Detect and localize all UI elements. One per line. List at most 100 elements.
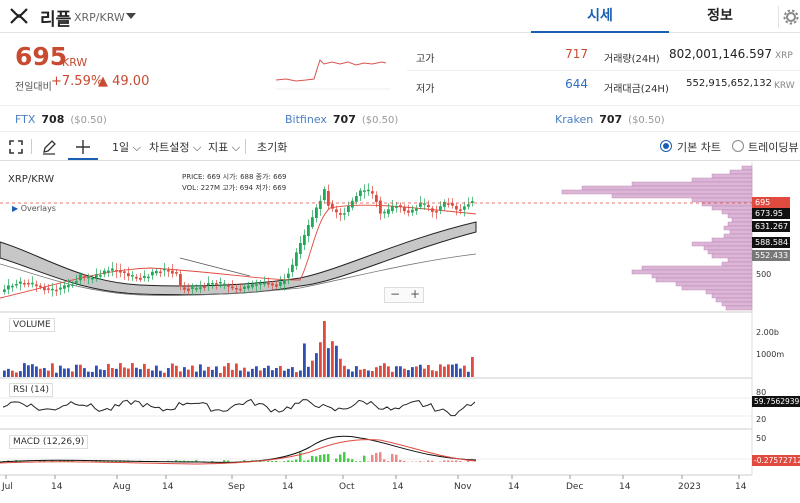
- volume-profile-bar: [730, 170, 752, 174]
- candle-body: [351, 201, 354, 208]
- tab-info[interactable]: 정보: [670, 0, 770, 33]
- candle-body: [367, 190, 370, 192]
- volume-bar: [287, 369, 290, 377]
- volume-bar: [319, 342, 322, 377]
- tradingview-label[interactable]: 트레이딩뷰: [748, 139, 799, 155]
- candle-body: [347, 206, 350, 212]
- zoom-out-button[interactable]: −: [390, 287, 400, 301]
- candle-body: [271, 283, 274, 285]
- macd-histogram-bar: [419, 461, 422, 462]
- macd-histogram-bar: [355, 461, 358, 462]
- volume-bar: [363, 369, 366, 377]
- volume-bar: [347, 369, 350, 377]
- candle-body: [107, 271, 110, 273]
- candle-body: [47, 288, 50, 290]
- volume-bar: [303, 343, 306, 377]
- macd-histogram-bar: [347, 458, 350, 462]
- change-label: 전일대비: [15, 78, 52, 93]
- interval-select[interactable]: 1일 ⌵: [112, 139, 141, 155]
- rsi-pane-label: RSI (14): [9, 383, 53, 397]
- candle-body: [239, 289, 242, 291]
- volume-profile-bar: [582, 186, 752, 190]
- time-axis-label: 14: [162, 482, 173, 492]
- tradingview-radio[interactable]: [732, 140, 744, 152]
- candle-body: [71, 284, 74, 286]
- time-axis-label: 14: [282, 482, 293, 492]
- volume-profile-bar: [712, 174, 752, 178]
- macd-histogram-bar: [271, 461, 274, 462]
- candle-body: [7, 285, 10, 289]
- macd-histogram-bar: [387, 461, 390, 462]
- volume-bar: [383, 363, 386, 377]
- basic-chart-radio[interactable]: [660, 140, 672, 152]
- volume-bar: [343, 366, 346, 377]
- volume-bar: [371, 371, 374, 377]
- overlays-toggle[interactable]: ▶ Overlays: [12, 204, 56, 213]
- candle-body: [299, 243, 302, 254]
- volume-bar: [247, 372, 250, 377]
- volume-bar: [395, 366, 398, 377]
- volume-bar: [331, 341, 334, 377]
- tab-quote[interactable]: 시세: [531, 0, 669, 33]
- chart-canvas[interactable]: [0, 162, 800, 499]
- candle-body: [279, 282, 282, 286]
- chart-settings-menu[interactable]: 차트설정 ⌵: [149, 139, 201, 155]
- candle-body: [323, 189, 326, 200]
- candle-body: [203, 286, 206, 288]
- price-chart[interactable]: XRP/KRW ▶ Overlays PRICE: 669 시가: 688 종가…: [0, 162, 800, 499]
- candle-body: [371, 191, 374, 193]
- zoom-in-button[interactable]: +: [410, 287, 420, 301]
- volume-bar: [375, 367, 378, 377]
- indicators-menu[interactable]: 지표 ⌵: [208, 139, 240, 155]
- volume-bar: [327, 348, 330, 377]
- volume-profile-bar: [612, 194, 752, 198]
- chevron-down-icon[interactable]: [126, 13, 136, 19]
- volume-bar: [411, 367, 414, 377]
- volume-bar: [187, 370, 190, 377]
- candle-body: [3, 289, 6, 292]
- reset-button[interactable]: 초기화: [257, 139, 287, 155]
- candle-body: [383, 212, 386, 214]
- candle-body: [275, 284, 278, 286]
- volume-bar: [31, 364, 34, 377]
- volume-bar: [11, 371, 14, 377]
- xrp-logo-icon: [9, 6, 29, 26]
- rsi-axis-label: 20: [756, 415, 766, 424]
- gear-icon[interactable]: [778, 6, 800, 28]
- volume-bar: [359, 370, 362, 377]
- fullscreen-icon[interactable]: [9, 140, 23, 154]
- volume-bar: [99, 369, 102, 377]
- basic-chart-label[interactable]: 기본 차트: [677, 139, 721, 155]
- crosshair-tool[interactable]: [68, 133, 98, 160]
- volume-bar: [471, 357, 474, 377]
- candle-body: [63, 285, 66, 288]
- volume-bar: [351, 372, 354, 377]
- volume-profile-bar: [656, 278, 752, 282]
- candle-body: [379, 201, 382, 214]
- coin-name[interactable]: 리플: [40, 5, 71, 30]
- volume-bar: [143, 364, 146, 377]
- volume-bar: [235, 364, 238, 377]
- macd-histogram-bar: [399, 460, 402, 462]
- coin-pair[interactable]: XRP/KRW: [74, 11, 125, 24]
- candle-body: [363, 190, 366, 192]
- volume-bar: [47, 371, 50, 377]
- toolbar-divider: [31, 139, 32, 154]
- macd-histogram-bar: [327, 454, 330, 462]
- volume-bar: [119, 363, 122, 377]
- volume-bar: [467, 372, 470, 377]
- volume-bar: [447, 364, 450, 377]
- candle-body: [119, 270, 122, 272]
- volume-bar: [87, 372, 90, 377]
- candle-body: [151, 272, 154, 276]
- pencil-icon[interactable]: [41, 139, 57, 155]
- macd-histogram-bar: [275, 461, 278, 462]
- volume-bar: [339, 359, 342, 377]
- ohlc-line-1: PRICE: 669 시가: 688 종가: 669: [182, 172, 287, 183]
- volume-bar: [131, 363, 134, 377]
- volume-bar: [83, 368, 86, 377]
- volume-bar: [135, 368, 138, 377]
